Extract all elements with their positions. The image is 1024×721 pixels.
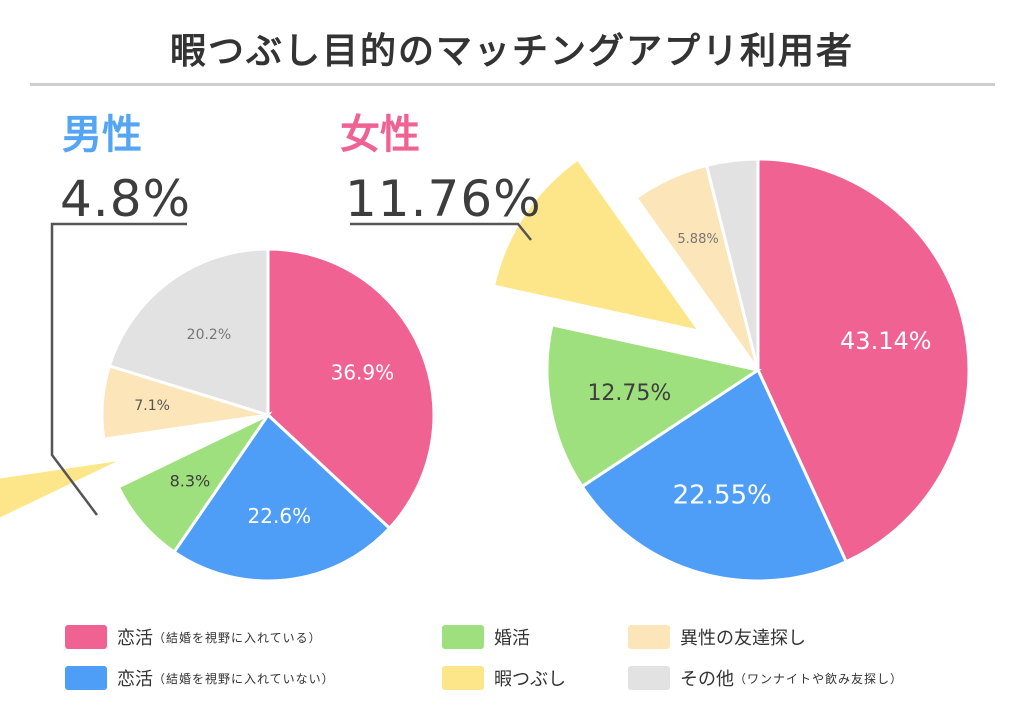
legend-label: 異性の友達探し	[680, 628, 806, 649]
legend-item-konkatsu: 婚活	[442, 624, 530, 650]
female-slice-1	[580, 367, 849, 583]
female-pie-chart: 43.14% 22.55% 12.75% 5.88%	[491, 156, 971, 583]
male-highlight-value: 4.8%	[60, 170, 191, 228]
legend-item-koikatsu-marriage: 恋活 （結婚を視野に入れている）	[65, 624, 322, 650]
legend-label: 暇つぶし	[494, 669, 566, 690]
legend-sublabel: （結婚を視野に入れていない）	[153, 671, 335, 686]
legend-label: 恋活	[117, 669, 153, 690]
legend-item-koikatsu-no-marriage: 恋活 （結婚を視野に入れていない）	[65, 665, 335, 691]
female-slice-3	[491, 156, 704, 334]
male-slice-label-4: 7.1%	[134, 398, 170, 414]
female-slice-label-2: 12.75%	[587, 381, 671, 406]
male-group-label: 男性	[62, 112, 142, 158]
legend-swatch	[628, 666, 670, 690]
legend-label: その他	[680, 669, 734, 690]
female-slice-label-4: 5.88%	[677, 232, 718, 247]
legend-item-himatsubushi: 暇つぶし	[442, 665, 566, 691]
female-callout-line	[350, 222, 532, 241]
legend-label: 恋活	[117, 628, 153, 649]
male-slice-0	[266, 247, 436, 531]
legend-swatch	[65, 625, 107, 649]
legend-item-other: その他 （ワンナイトや飲み友探し）	[628, 665, 903, 691]
female-group-label: 女性	[340, 112, 420, 158]
male-pie-chart: 36.9% 22.6% 8.3% 7.1% 20.2%	[0, 247, 436, 583]
female-slice-label-0: 43.14%	[840, 327, 932, 355]
legend-swatch	[628, 625, 670, 649]
legend-swatch	[65, 666, 107, 690]
title-divider	[30, 83, 995, 86]
legend-sublabel: （ワンナイトや飲み友探し）	[734, 671, 904, 686]
legend-item-friends: 異性の友達探し	[628, 624, 806, 650]
male-slice-1	[172, 412, 392, 583]
legend-sublabel: （結婚を視野に入れている）	[153, 630, 322, 645]
male-callout-line	[50, 222, 187, 516]
legend-swatch	[442, 666, 484, 690]
male-slice-label-2: 8.3%	[170, 472, 211, 491]
male-slice-2	[116, 411, 273, 555]
male-slice-label-0: 36.9%	[331, 360, 395, 384]
legend-swatch	[442, 625, 484, 649]
female-slice-label-1: 22.55%	[673, 480, 772, 510]
male-slice-label-5: 20.2%	[187, 327, 231, 343]
female-slice-2	[545, 322, 762, 489]
legend-label: 婚活	[494, 628, 530, 649]
female-highlight-value: 11.76%	[345, 170, 542, 228]
female-slice-0	[756, 157, 971, 564]
male-slice-5	[107, 247, 270, 418]
male-slice-3	[0, 456, 128, 521]
female-slice-5	[704, 157, 760, 371]
male-slice-label-1: 22.6%	[248, 504, 312, 528]
chart-title: 暇つぶし目的のマッチングアプリ利用者	[169, 31, 854, 72]
